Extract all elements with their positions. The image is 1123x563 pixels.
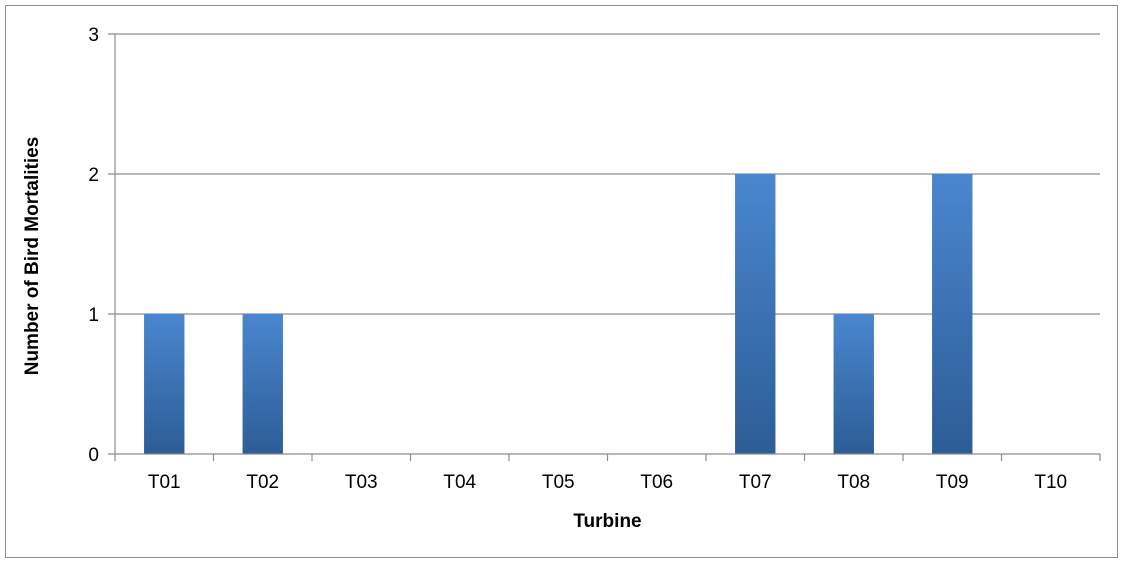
bars [144,174,973,454]
x-tick-label-T02: T02 [246,472,279,493]
x-tick-label-T09: T09 [936,472,969,493]
x-tick-label-T06: T06 [640,472,673,493]
x-tick-label-T05: T05 [542,472,575,493]
y-axis-title: Number of Bird Mortalities [22,137,43,376]
x-axis-title: Turbine [573,511,641,532]
y-tick-label-1: 1 [88,305,99,326]
bar-T07 [735,174,776,454]
bar-T09 [932,174,973,454]
x-tick-label-T03: T03 [345,472,378,493]
y-tick-label-2: 2 [88,165,99,186]
bar-T01 [144,314,185,454]
y-tick-label-3: 3 [88,25,99,46]
axes [108,33,1101,461]
bar-T02 [242,314,283,454]
x-tick-label-T10: T10 [1034,472,1067,493]
bar-T08 [833,314,874,454]
x-tick-label-T01: T01 [148,472,181,493]
y-tick-label-0: 0 [88,445,99,466]
x-tick-label-T04: T04 [443,472,476,493]
x-tick-label-T07: T07 [739,472,772,493]
tick-labels: 0 1 2 3 T01 T02 T03 T04 T05 T06 T07 T08 T09 T10 [88,25,1067,493]
x-tick-label-T08: T08 [837,472,870,493]
